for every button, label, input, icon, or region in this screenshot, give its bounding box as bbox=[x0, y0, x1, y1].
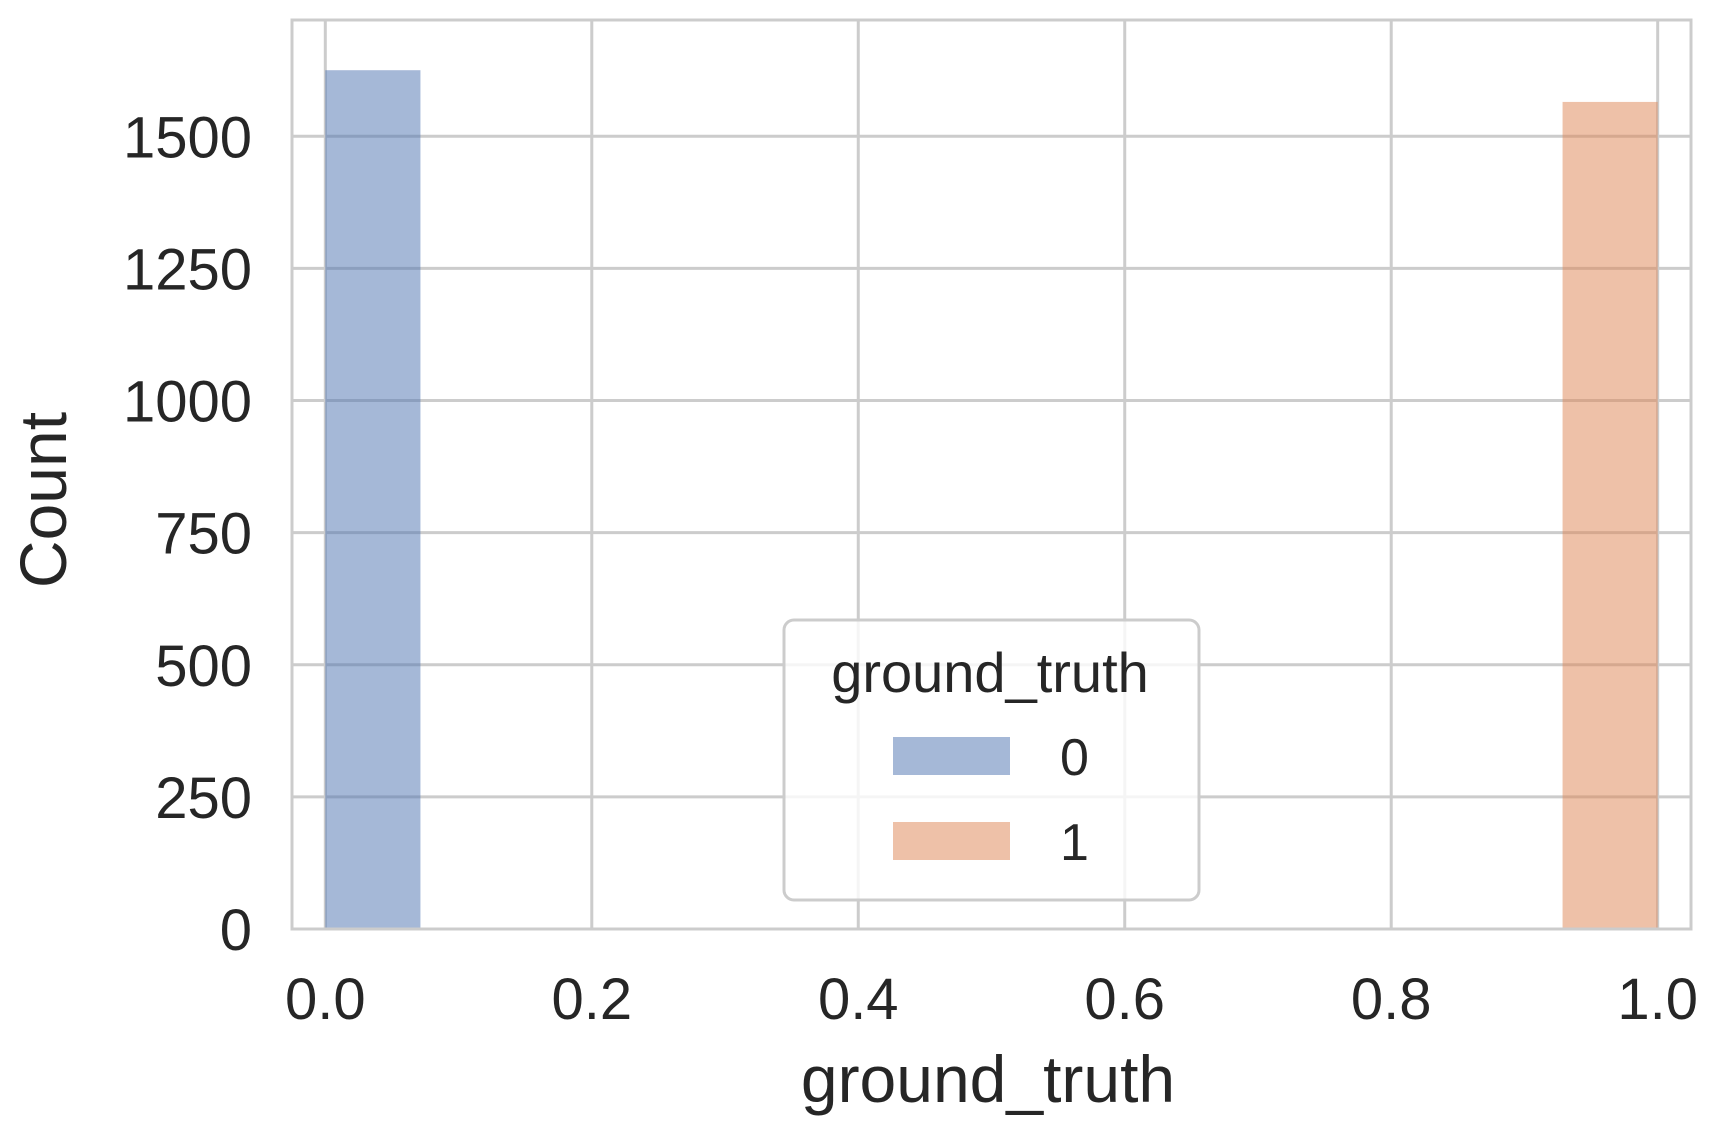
legend-title: ground_truth bbox=[831, 641, 1149, 704]
x-tick-label: 0.6 bbox=[1084, 967, 1165, 1032]
legend-label-1: 1 bbox=[1060, 814, 1089, 872]
legend-swatch-0 bbox=[893, 737, 1010, 775]
y-tick-label: 1500 bbox=[123, 105, 252, 170]
x-axis-label: ground_truth bbox=[801, 1042, 1175, 1116]
y-tick-label: 750 bbox=[155, 502, 252, 567]
y-tick-label: 250 bbox=[155, 766, 252, 831]
x-tick-label: 0.4 bbox=[818, 967, 899, 1032]
y-tick-label: 0 bbox=[220, 898, 252, 963]
x-tick-label: 0.8 bbox=[1351, 967, 1432, 1032]
x-tick-labels: 0.0 0.2 0.4 0.6 0.8 1.0 bbox=[285, 967, 1698, 1032]
plot-frame bbox=[290, 18, 1693, 931]
bar-series-0 bbox=[325, 70, 421, 929]
x-tick-label: 0.2 bbox=[551, 967, 632, 1032]
y-tick-label: 1000 bbox=[123, 370, 252, 435]
y-tick-labels: 0 250 500 750 1000 1250 1500 bbox=[123, 105, 252, 963]
x-tick-label: 0.0 bbox=[285, 967, 366, 1032]
legend: ground_truth 0 1 bbox=[782, 618, 1201, 902]
y-tick-label: 1250 bbox=[123, 237, 252, 302]
legend-swatch-1 bbox=[893, 822, 1010, 860]
legend-label-0: 0 bbox=[1060, 729, 1089, 787]
y-tick-label: 500 bbox=[155, 634, 252, 699]
histogram-bars bbox=[325, 70, 1658, 929]
y-axis-label: Count bbox=[6, 412, 80, 588]
x-tick-label: 1.0 bbox=[1617, 967, 1698, 1032]
bar-series-1 bbox=[1562, 101, 1658, 929]
